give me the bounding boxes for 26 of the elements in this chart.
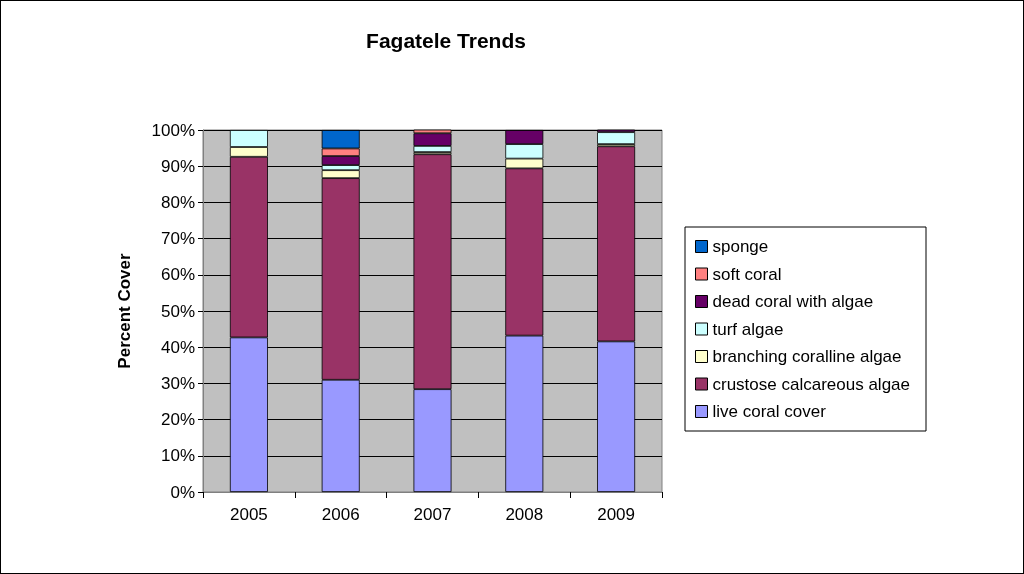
y-tick-label: 40% bbox=[160, 337, 195, 357]
y-tick-label: 90% bbox=[160, 156, 195, 176]
y-tick-label: 20% bbox=[160, 410, 195, 430]
y-tick-label: 10% bbox=[160, 446, 195, 466]
x-tick-label: 2005 bbox=[229, 505, 268, 524]
x-tick-label: 2006 bbox=[321, 505, 360, 524]
legend-label: sponge bbox=[712, 237, 769, 256]
y-axis-title: Percent Cover bbox=[115, 252, 134, 369]
bar bbox=[597, 132, 636, 145]
x-tick-label: 2009 bbox=[597, 505, 636, 524]
chart-title: Fagatele Trends bbox=[366, 29, 526, 52]
legend-label: turf algae bbox=[712, 319, 784, 339]
legend-label: crustose calcareous algae bbox=[712, 374, 911, 394]
x-tick-label: 2007 bbox=[413, 505, 452, 524]
y-tick-label: 100% bbox=[151, 120, 195, 140]
legend-label: dead coral with algae bbox=[712, 292, 874, 311]
y-tick-label: 80% bbox=[160, 192, 195, 212]
y-tick-label: 30% bbox=[160, 373, 195, 393]
y-tick-label: 60% bbox=[160, 265, 195, 285]
legend-label: branching coralline algae bbox=[712, 347, 902, 366]
x-tick-label: 2008 bbox=[505, 505, 544, 524]
y-tick-label: 70% bbox=[160, 229, 195, 249]
legend-label: soft coral bbox=[712, 264, 782, 284]
y-tick-label: 50% bbox=[160, 301, 195, 321]
y-tick-label: 0% bbox=[170, 482, 195, 502]
legend-label: live coral cover bbox=[712, 402, 827, 421]
